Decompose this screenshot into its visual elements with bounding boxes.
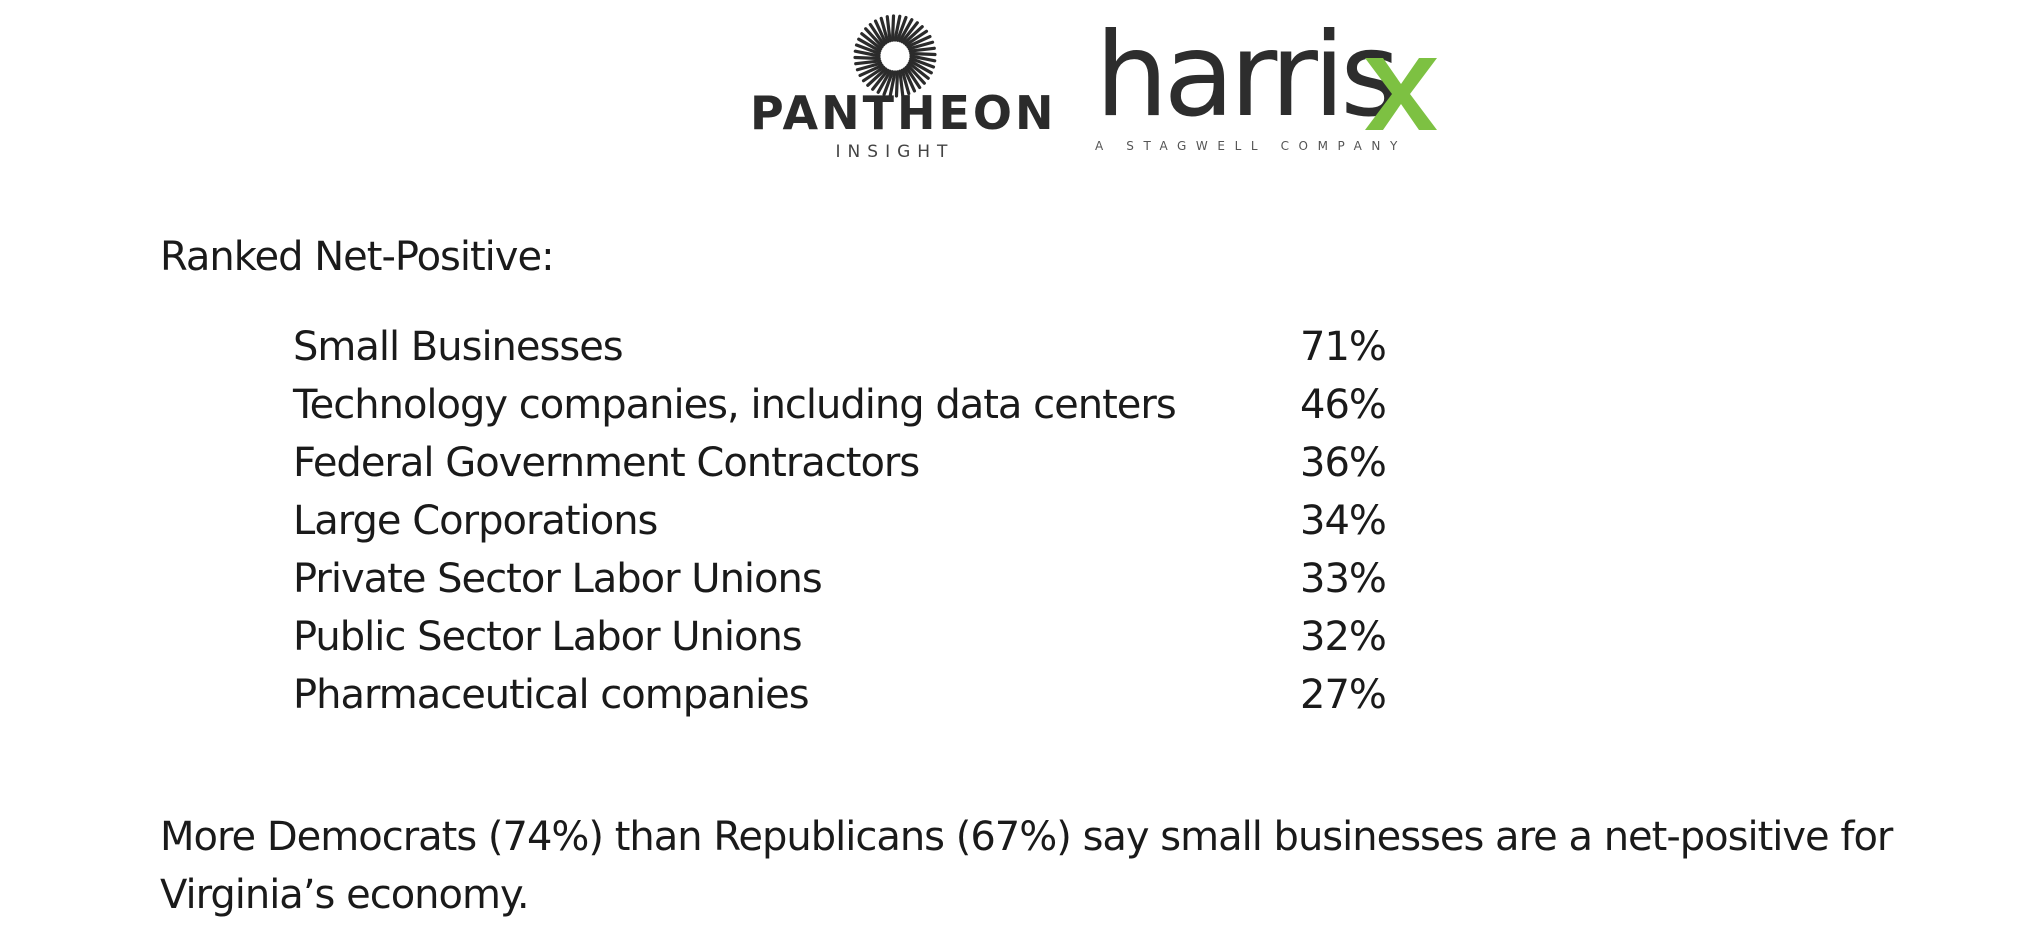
ranked-row: Federal Government Contractors 36% bbox=[293, 434, 1387, 492]
ranked-row-label: Pharmaceutical companies bbox=[293, 672, 810, 718]
sunburst-ray bbox=[885, 15, 892, 43]
x-mark-shape bbox=[1365, 58, 1437, 130]
ranked-row: Technology companies, including data cen… bbox=[293, 376, 1387, 434]
sunburst-ray bbox=[909, 51, 937, 57]
sunburst-ray bbox=[871, 68, 890, 91]
sunburst-ray bbox=[908, 59, 933, 75]
ranked-row: Small Businesses 71% bbox=[293, 318, 1387, 376]
sunburst-icon bbox=[853, 14, 937, 98]
sunburst-ray bbox=[893, 14, 902, 42]
ranked-row-label: Technology companies, including data cen… bbox=[293, 382, 1177, 428]
sunburst-ray bbox=[888, 70, 897, 98]
sunburst-ray bbox=[860, 32, 883, 51]
logo-header: PANTHEON INSIGHT harris A STAGWELL COMPA… bbox=[0, 0, 2030, 180]
harrisx-x-mark-icon bbox=[1365, 58, 1437, 130]
sunburst-ray bbox=[909, 56, 936, 69]
sunburst-ray bbox=[890, 14, 896, 42]
ranked-row: Large Corporations 34% bbox=[293, 492, 1387, 550]
sunburst-ray bbox=[894, 70, 900, 98]
ranked-row: Private Sector Labor Unions 33% bbox=[293, 550, 1387, 608]
sunburst-ray bbox=[854, 59, 882, 66]
sunburst-ray bbox=[907, 61, 930, 80]
sunburst-ray bbox=[854, 43, 881, 56]
sunburst-ray bbox=[882, 70, 895, 97]
ranked-row-label: Small Businesses bbox=[293, 324, 624, 370]
ranked-row-label: Large Corporations bbox=[293, 498, 658, 544]
ranked-row: Pharmaceutical companies 27% bbox=[293, 666, 1387, 724]
sunburst-ray bbox=[904, 29, 929, 47]
sunburst-ray bbox=[857, 37, 882, 53]
sunburst-ray bbox=[906, 34, 932, 49]
pantheon-insight-logo: PANTHEON INSIGHT bbox=[750, 10, 1057, 170]
sunburst-ray bbox=[861, 65, 886, 83]
sunburst-ray bbox=[900, 21, 919, 44]
sunburst-ray bbox=[909, 54, 937, 63]
sunburst-ray bbox=[873, 19, 888, 45]
ranked-row-value: 36% bbox=[1300, 440, 1387, 486]
sunburst-ray bbox=[876, 69, 892, 94]
sunburst-ray bbox=[864, 27, 884, 49]
ranked-row-value: 32% bbox=[1300, 614, 1387, 660]
ranked-row-label: Federal Government Contractors bbox=[293, 440, 920, 486]
ranked-row-value: 34% bbox=[1300, 498, 1387, 544]
sunburst-ray bbox=[898, 69, 905, 97]
sunburst-ray bbox=[853, 55, 881, 61]
ranked-row-label: Public Sector Labor Unions bbox=[293, 614, 803, 660]
sunburst-ray bbox=[866, 67, 888, 87]
pantheon-logo-wordmark: PANTHEON bbox=[750, 86, 1057, 140]
ranked-row-label: Private Sector Labor Unions bbox=[293, 556, 823, 602]
sunburst-ray bbox=[858, 63, 884, 78]
ranked-list: Small Businesses 71% Technology companie… bbox=[293, 318, 1387, 724]
pantheon-logo-tagline: INSIGHT bbox=[835, 142, 955, 162]
section-heading: Ranked Net-Positive: bbox=[160, 234, 555, 280]
harrisx-logo: harris A STAGWELL COMPANY bbox=[1095, 8, 1437, 168]
sunburst-ray bbox=[868, 22, 886, 47]
sunburst-ray bbox=[908, 46, 936, 53]
sunburst-ray bbox=[879, 16, 890, 44]
ranked-row-value: 46% bbox=[1300, 382, 1387, 428]
sunburst-ray bbox=[853, 49, 881, 58]
sunburst-ray bbox=[855, 61, 883, 72]
sunburst-ray bbox=[900, 68, 911, 96]
ranked-row-value: 71% bbox=[1300, 324, 1387, 370]
summary-paragraph: More Democrats (74%) than Republicans (6… bbox=[160, 814, 1893, 918]
sunburst-ray bbox=[902, 25, 924, 45]
harrisx-logo-wordmark: harris bbox=[1095, 8, 1401, 143]
sunburst-ray bbox=[904, 65, 922, 90]
ranked-row-value: 33% bbox=[1300, 556, 1387, 602]
ranked-row: Public Sector Labor Unions 32% bbox=[293, 608, 1387, 666]
harrisx-logo-tagline: A STAGWELL COMPANY bbox=[1095, 139, 1407, 153]
sunburst-ray bbox=[906, 63, 926, 85]
ranked-row-value: 27% bbox=[1300, 672, 1387, 718]
sunburst-ray bbox=[902, 67, 917, 93]
sunburst-ray bbox=[898, 18, 914, 43]
sunburst-ray bbox=[895, 15, 908, 42]
sunburst-ray bbox=[907, 40, 935, 51]
